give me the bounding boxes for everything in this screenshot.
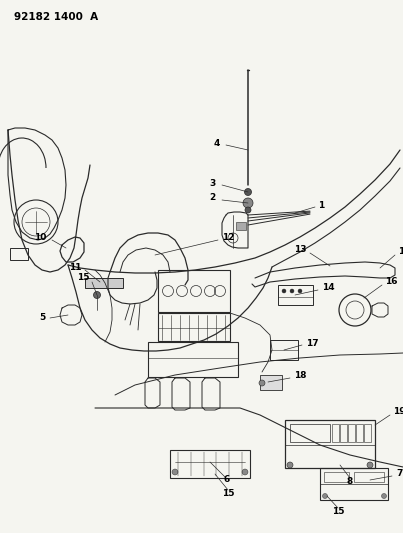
- Bar: [364, 424, 371, 442]
- Text: 11: 11: [69, 262, 82, 271]
- Circle shape: [298, 289, 302, 293]
- Bar: [260, 375, 282, 390]
- Circle shape: [322, 494, 328, 498]
- Circle shape: [290, 289, 294, 293]
- Text: 92182 1400  A: 92182 1400 A: [14, 12, 98, 22]
- Text: 19: 19: [393, 408, 403, 416]
- Bar: [148, 342, 238, 377]
- Circle shape: [282, 289, 286, 293]
- Bar: [356, 424, 363, 442]
- Bar: [348, 424, 355, 442]
- Text: 7: 7: [396, 470, 402, 479]
- Bar: [85, 278, 123, 288]
- Circle shape: [243, 198, 253, 208]
- Text: 14: 14: [322, 284, 334, 293]
- Text: 8: 8: [347, 478, 353, 487]
- Text: 15: 15: [332, 507, 344, 516]
- Bar: [278, 285, 313, 305]
- Bar: [170, 450, 250, 478]
- Bar: [158, 270, 230, 312]
- Text: 4: 4: [214, 139, 220, 148]
- Bar: [340, 424, 347, 442]
- Circle shape: [245, 189, 251, 196]
- Text: 3: 3: [210, 179, 216, 188]
- Circle shape: [367, 462, 373, 468]
- Bar: [290, 424, 330, 442]
- Text: 15: 15: [222, 489, 234, 498]
- Circle shape: [242, 469, 248, 475]
- Text: 10: 10: [33, 232, 46, 241]
- Circle shape: [172, 469, 178, 475]
- Text: 17: 17: [306, 338, 319, 348]
- Bar: [332, 424, 339, 442]
- Circle shape: [259, 380, 265, 386]
- Text: 6: 6: [224, 475, 230, 484]
- Text: 2: 2: [209, 193, 215, 203]
- Text: 13: 13: [295, 246, 307, 254]
- Text: 18: 18: [294, 372, 307, 381]
- Circle shape: [93, 292, 100, 298]
- Circle shape: [382, 494, 386, 498]
- Text: 12: 12: [222, 233, 235, 243]
- Bar: [10, 248, 28, 260]
- Circle shape: [287, 462, 293, 468]
- Bar: [320, 468, 388, 500]
- Circle shape: [245, 207, 251, 213]
- Text: 16: 16: [385, 278, 397, 287]
- Bar: [324, 472, 349, 482]
- Bar: [158, 313, 230, 341]
- Bar: [354, 472, 384, 482]
- Text: 15: 15: [77, 273, 90, 282]
- Text: 15: 15: [398, 247, 403, 256]
- Bar: [270, 340, 298, 360]
- Text: 5: 5: [40, 313, 46, 322]
- Bar: [236, 222, 246, 230]
- Text: 1: 1: [318, 201, 324, 211]
- Bar: [285, 420, 375, 468]
